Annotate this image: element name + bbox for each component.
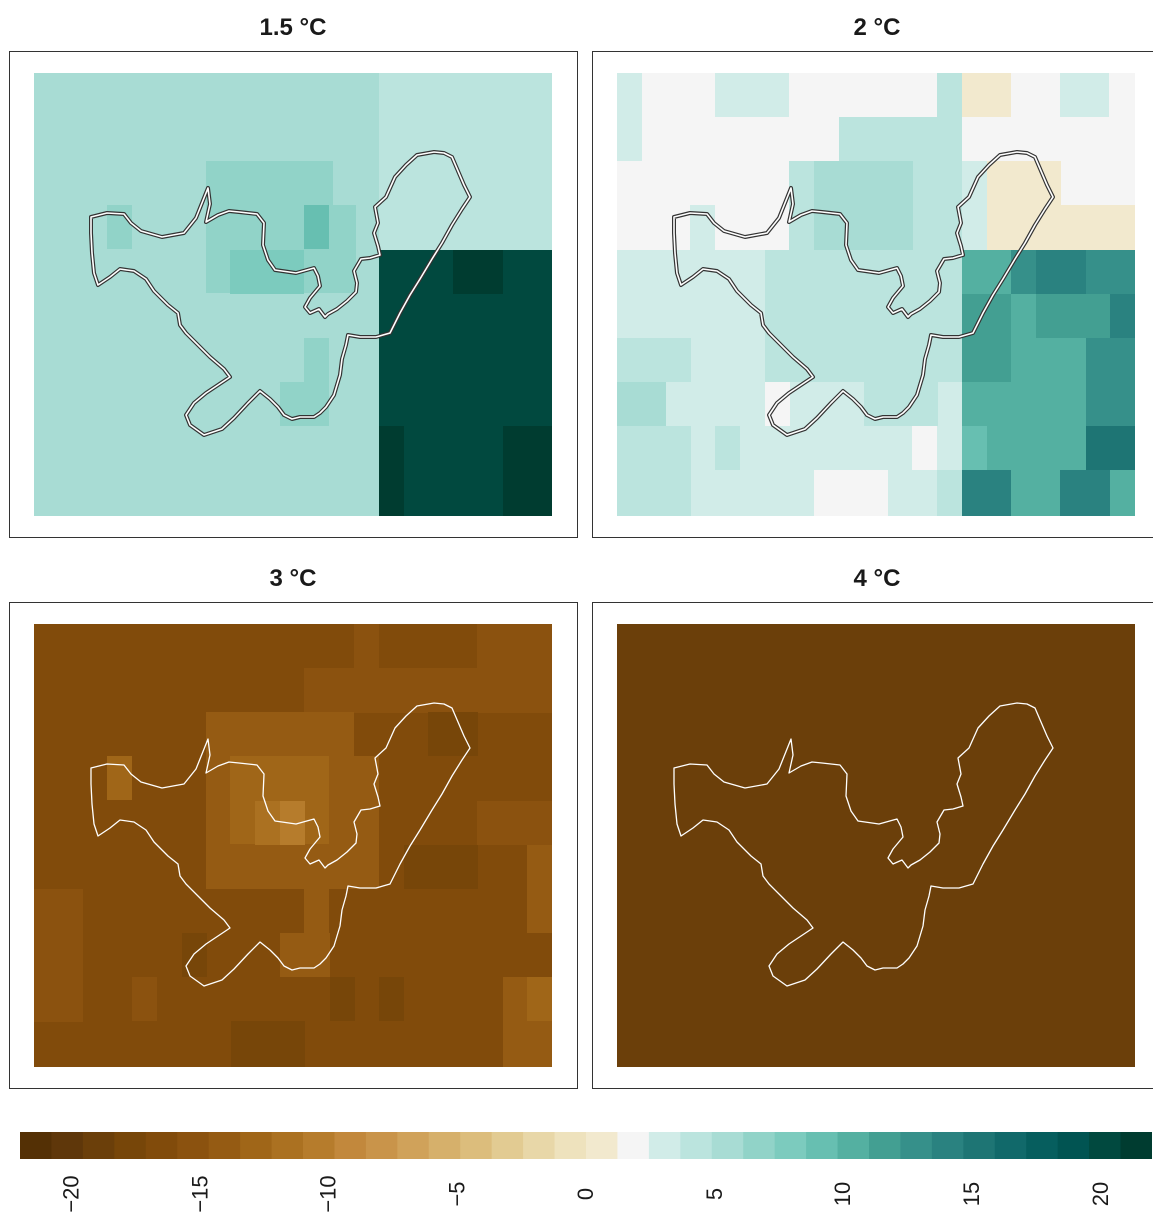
panel-title-2c: 2 °C: [597, 14, 1153, 42]
map-3c-raster: [34, 624, 552, 1067]
colorbar-swatch: [83, 1132, 115, 1159]
colorbar-swatch: [712, 1132, 744, 1159]
colorbar-swatch: [366, 1132, 398, 1159]
colorbar-swatch: [240, 1132, 272, 1159]
colorbar-swatch: [429, 1132, 461, 1159]
colorbar-swatch: [1089, 1132, 1121, 1159]
colorbar-swatch: [555, 1132, 587, 1159]
colorbar-tick-label: −5: [444, 1181, 470, 1206]
colorbar-swatch: [334, 1132, 366, 1159]
colorbar-swatch: [900, 1132, 932, 1159]
map-1-5c: [34, 73, 552, 516]
colorbar-swatch: [680, 1132, 712, 1159]
map-2c-raster: [617, 73, 1135, 516]
colorbar-swatch: [838, 1132, 870, 1159]
colorbar-swatch: [303, 1132, 335, 1159]
colorbar-swatch: [51, 1132, 83, 1159]
colorbar-swatch: [869, 1132, 901, 1159]
colorbar-swatch: [617, 1132, 649, 1159]
colorbar-swatch: [932, 1132, 964, 1159]
map-4c-raster: [617, 624, 1135, 1067]
colorbar-swatch: [209, 1132, 241, 1159]
colorbar-tick-label: −20: [59, 1175, 85, 1212]
colorbar-swatch: [775, 1132, 807, 1159]
colorbar-swatch: [963, 1132, 995, 1159]
colorbar-tick-label: −10: [316, 1175, 342, 1212]
colorbar-swatch: [523, 1132, 555, 1159]
colorbar-swatch: [806, 1132, 838, 1159]
panel-title-1-5c: 1.5 °C: [13, 14, 573, 42]
colorbar-swatch: [20, 1132, 52, 1159]
map-3c: [34, 624, 552, 1067]
colorbar-swatch: [177, 1132, 209, 1159]
colorbar-swatch: [114, 1132, 146, 1159]
colorbar-swatch: [1058, 1132, 1090, 1159]
colorbar-swatch: [649, 1132, 681, 1159]
colorbar-tick-label: 15: [959, 1182, 985, 1206]
colorbar-swatch: [272, 1132, 304, 1159]
colorbar: [20, 1132, 1152, 1159]
colorbar-swatch: [586, 1132, 618, 1159]
map-2c: [617, 73, 1135, 516]
colorbar-swatch: [460, 1132, 492, 1159]
colorbar-tick-label: 20: [1088, 1182, 1114, 1206]
colorbar-swatch: [1026, 1132, 1058, 1159]
colorbar-swatch: [146, 1132, 178, 1159]
colorbar-swatch: [1121, 1132, 1152, 1159]
colorbar-tick-label: 10: [831, 1182, 857, 1206]
map-1-5c-raster: [34, 73, 552, 516]
colorbar-swatch: [743, 1132, 775, 1159]
panel-title-4c: 4 °C: [597, 565, 1153, 593]
colorbar-swatch: [995, 1132, 1027, 1159]
map-4c: [617, 624, 1135, 1067]
colorbar-tick-label: 5: [702, 1188, 728, 1200]
panel-title-3c: 3 °C: [13, 565, 573, 593]
colorbar-swatch: [397, 1132, 429, 1159]
colorbar-tick-label: −15: [187, 1175, 213, 1212]
colorbar-tick-label: 0: [573, 1188, 599, 1200]
colorbar-swatch: [492, 1132, 524, 1159]
